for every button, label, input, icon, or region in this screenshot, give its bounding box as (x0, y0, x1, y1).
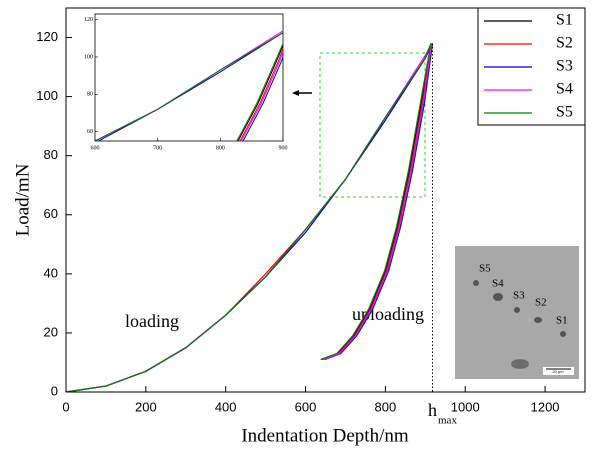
legend-label: S3 (556, 58, 573, 75)
y-tick-label: 100 (36, 88, 58, 103)
y-axis-label: Load/mN (12, 163, 33, 236)
inset-frame (94, 13, 284, 142)
plot-frame (65, 7, 586, 393)
legend-label: S4 (556, 81, 573, 98)
micrograph-label: S3 (513, 290, 525, 302)
inset-x-tick-label: 600 (91, 145, 100, 151)
plot-area (66, 43, 434, 392)
inset-y-tick-label: 120 (84, 17, 93, 23)
micrograph-label: S5 (479, 263, 491, 275)
x-tick-label: 1000 (451, 399, 480, 414)
arrow (292, 90, 312, 96)
inset-y-tick-label: 100 (84, 54, 93, 60)
hmax-annotation: h (428, 400, 437, 420)
inset-x-tick-label: 900 (279, 145, 288, 151)
y-tick-label: 0 (51, 383, 58, 398)
loading-annotation: loading (125, 311, 179, 331)
inset-x-tick-label: 700 (153, 145, 162, 151)
x-tick-label: 200 (135, 399, 157, 414)
y-tick-label: 40 (44, 265, 58, 280)
micrograph-label: S4 (492, 278, 504, 290)
x-tick-label: 0 (62, 399, 69, 414)
x-tick-label: 800 (375, 399, 397, 414)
micrograph-label: S2 (535, 297, 547, 309)
inset-y-tick-label: 80 (87, 92, 93, 98)
y-tick-label: 80 (44, 147, 58, 162)
x-axis-label: Indentation Depth/nm (241, 425, 408, 446)
y-tick-label: 20 (44, 324, 58, 339)
series-line (66, 43, 432, 392)
y-tick-label: 60 (44, 206, 58, 221)
y-tick-label: 120 (36, 29, 58, 44)
hmax-subscript: max (438, 415, 457, 427)
x-tick-label: 600 (295, 399, 317, 414)
scale-bar-label: 20 μm (552, 369, 564, 374)
x-tick-label: 400 (215, 399, 237, 414)
inset-y-tick-label: 60 (87, 129, 93, 135)
legend-label: S2 (556, 35, 573, 52)
inset-x-tick-label: 800 (216, 145, 225, 151)
legend-label: S1 (556, 12, 573, 29)
legend-label: S5 (556, 104, 573, 121)
zoom-box (319, 52, 426, 198)
micrograph-label: S1 (556, 315, 568, 327)
x-tick-label: 1200 (531, 399, 560, 414)
micrograph (455, 246, 579, 379)
